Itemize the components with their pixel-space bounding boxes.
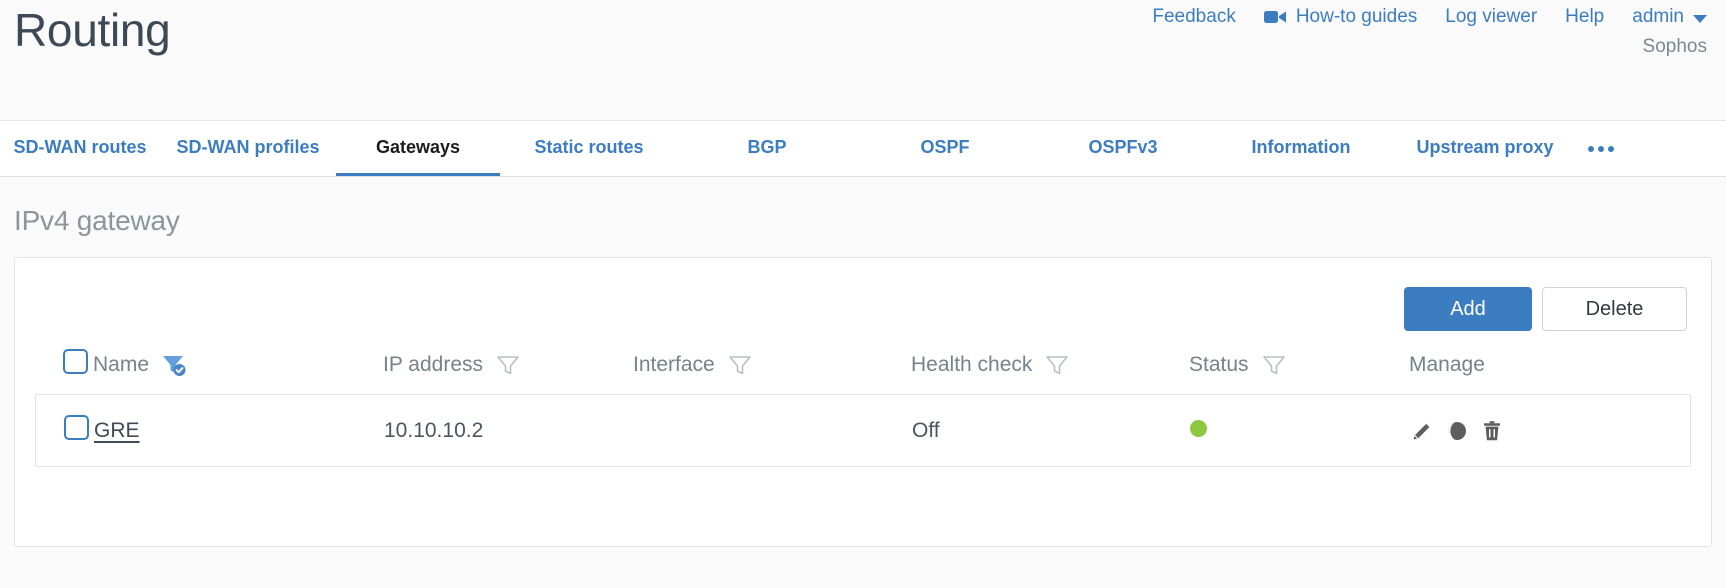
delete-button[interactable]: Delete <box>1542 287 1687 331</box>
filter-icon[interactable] <box>1044 353 1070 377</box>
tab-information[interactable]: Information <box>1212 121 1390 176</box>
tab-label: Static routes <box>534 136 644 157</box>
column-label: Status <box>1189 352 1249 376</box>
header-links: Feedback How-to guides Log viewer Help a… <box>1152 6 1707 28</box>
column-label: IP address <box>383 352 484 376</box>
ipv4-gateway-card: Add Delete Name <box>14 257 1712 547</box>
row-checkbox[interactable] <box>64 415 89 440</box>
tab-upstream-proxy[interactable]: Upstream proxy <box>1390 121 1580 176</box>
table-toolbar: Add Delete <box>15 258 1711 331</box>
tab-label: SD-WAN routes <box>13 136 147 157</box>
header-link-log-viewer[interactable]: Log viewer <box>1445 6 1537 28</box>
header-interface: Interface <box>633 331 911 394</box>
header-status: Status <box>1189 331 1409 394</box>
tab-ospfv3[interactable]: OSPFv3 <box>1034 121 1212 176</box>
add-button[interactable]: Add <box>1404 287 1532 331</box>
tab-label: SD-WAN profiles <box>176 136 320 157</box>
cell-manage <box>1410 395 1690 466</box>
table-row[interactable]: GRE 10.10.10.2 Off <box>36 395 1690 466</box>
tab-overflow-button[interactable] <box>1580 121 1622 176</box>
tab-label: Upstream proxy <box>1416 136 1554 157</box>
header-link-how-to-guides[interactable]: How-to guides <box>1263 6 1418 28</box>
delete-trash-icon[interactable] <box>1480 419 1504 443</box>
tab-label: BGP <box>747 136 787 157</box>
tab-label: Information <box>1251 136 1351 157</box>
chevron-down-icon <box>1693 15 1707 23</box>
page-title: Routing <box>14 4 171 56</box>
cell-name: GRE <box>94 395 384 466</box>
tab-bar: SD-WAN routes SD-WAN profiles Gateways S… <box>0 120 1726 177</box>
user-menu-label: admin <box>1632 6 1684 27</box>
cell-ip-address: 10.10.10.2 <box>384 418 484 442</box>
header-link-label: Log viewer <box>1445 6 1538 27</box>
header-select-all-cell <box>15 331 93 394</box>
video-camera-icon <box>1263 9 1287 25</box>
filter-active-icon[interactable] <box>161 353 187 377</box>
edit-pencil-icon[interactable] <box>1410 419 1434 443</box>
header-manage: Manage <box>1409 331 1711 394</box>
clone-contrast-icon[interactable] <box>1445 419 1469 443</box>
header-link-help[interactable]: Help <box>1565 6 1604 28</box>
column-label: Name <box>93 352 150 376</box>
tab-gateways[interactable]: Gateways <box>336 121 500 176</box>
column-label: Manage <box>1409 352 1485 376</box>
header-link-label: Help <box>1565 6 1605 27</box>
tenant-name: Sophos <box>1642 36 1707 57</box>
filter-icon[interactable] <box>1261 353 1287 377</box>
column-label: Interface <box>633 352 715 376</box>
tab-sd-wan-profiles[interactable]: SD-WAN profiles <box>160 121 336 176</box>
ellipsis-icon <box>1588 145 1614 152</box>
row-select-cell <box>36 395 94 466</box>
header-link-label: Feedback <box>1152 6 1236 27</box>
page-header: Routing Feedback How-to guides Log viewe… <box>0 0 1726 120</box>
tab-static-routes[interactable]: Static routes <box>500 121 678 176</box>
tab-label: OSPF <box>920 136 970 157</box>
tab-bgp[interactable]: BGP <box>678 121 856 176</box>
cell-status <box>1190 395 1410 466</box>
gateways-table-header: Name IP address <box>15 331 1711 394</box>
header-link-label: How-to guides <box>1295 6 1418 27</box>
section-title: IPv4 gateway <box>14 205 180 236</box>
gateway-name-link[interactable]: GRE <box>94 418 140 442</box>
header-health-check: Health check <box>911 331 1189 394</box>
header-name: Name <box>93 331 383 394</box>
tab-label: OSPFv3 <box>1088 136 1158 157</box>
tab-label: Gateways <box>375 136 461 157</box>
tab-ospf[interactable]: OSPF <box>856 121 1034 176</box>
filter-icon[interactable] <box>495 353 521 377</box>
gateways-table-body: GRE 10.10.10.2 Off <box>35 394 1691 467</box>
cell-interface <box>634 395 912 466</box>
column-label: Health check <box>911 352 1033 376</box>
cell-health-check: Off <box>912 418 940 442</box>
header-link-feedback[interactable]: Feedback <box>1152 6 1235 28</box>
filter-icon[interactable] <box>727 353 753 377</box>
table-header-row: Name IP address <box>15 331 1711 394</box>
select-all-checkbox[interactable] <box>63 349 88 374</box>
tab-sd-wan-routes[interactable]: SD-WAN routes <box>0 121 160 176</box>
user-menu[interactable]: admin <box>1632 6 1707 28</box>
status-badge <box>1190 419 1207 437</box>
header-ip-address: IP address <box>383 331 633 394</box>
